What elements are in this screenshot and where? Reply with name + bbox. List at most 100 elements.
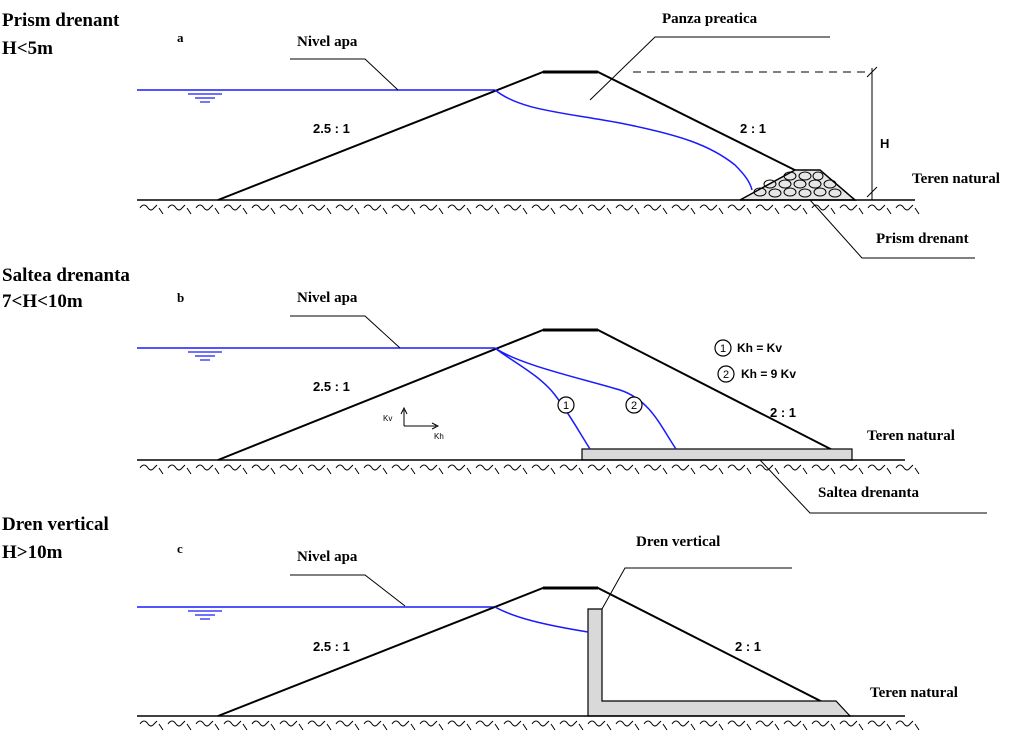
panel-c-drain-label: Dren vertical (636, 534, 720, 550)
ground-hatch-mark (195, 464, 220, 475)
ground-hatch-mark (167, 204, 192, 215)
panel-a-drain-label: Prism drenant (876, 231, 969, 247)
ground-hatch-mark (475, 720, 500, 731)
ground-hatch-mark (447, 464, 472, 475)
panel-b-curve-1-marker (557, 396, 575, 414)
ground-hatch-mark (671, 464, 696, 475)
ground-hatch-mark (391, 204, 416, 215)
ground-hatch-mark (559, 204, 584, 215)
panel-b-phreatic-line-1 (494, 347, 591, 450)
ground-hatch-mark (307, 464, 332, 475)
ground-hatch-mark (699, 464, 724, 475)
panel-c-ground-label: Teren natural (870, 685, 958, 701)
ground-hatch-mark (783, 464, 808, 475)
ground-hatch-mark (559, 720, 584, 731)
panel-b-ground-hatch (139, 464, 920, 475)
svg-text:2: 2 (723, 369, 729, 381)
panel-b-axis-kv: Kv (383, 414, 392, 423)
ground-hatch-mark (391, 464, 416, 475)
panel-a-slope-downstream: 2 : 1 (740, 121, 766, 136)
panel-b-slope-downstream: 2 : 1 (770, 405, 796, 420)
ground-hatch-mark (643, 720, 668, 731)
ground-hatch-mark (335, 204, 360, 215)
panel-b-height-range: 7<H<10m (2, 291, 83, 312)
panel-a-ground-label: Teren natural (912, 171, 1000, 187)
ground-hatch-mark (895, 204, 920, 215)
ground-hatch-mark (503, 720, 528, 731)
panel-b-water-leader (290, 315, 401, 349)
panel-b-legend: 1 Kh = Kv 2 Kh = 9 Kv (714, 339, 796, 383)
water-surface-icon (188, 351, 222, 361)
ground-hatch-mark (335, 464, 360, 475)
ground-hatch-mark (195, 720, 220, 731)
panel-a-phreatic-line (494, 89, 753, 191)
panel-a-drain-leader (809, 199, 975, 259)
ground-hatch-mark (167, 720, 192, 731)
panel-a: Prism drenant H<5m a Nivel apa (2, 10, 1000, 259)
panel-c-drain-leader (601, 567, 792, 610)
ground-hatch-mark (643, 204, 668, 215)
ground-hatch-mark (419, 464, 444, 475)
panel-a-water-label: Nivel apa (297, 34, 358, 50)
ground-hatch-mark (699, 204, 724, 215)
ground-hatch-mark (363, 720, 388, 731)
panel-c-ground-hatch (139, 720, 920, 731)
ground-hatch-mark (279, 204, 304, 215)
panel-b: Saltea drenanta 7<H<10m b Nivel apa 1 2 … (2, 265, 987, 514)
panel-c-heading: Dren vertical (2, 514, 109, 535)
panel-c-slope-upstream: 2.5 : 1 (313, 639, 350, 654)
ground-hatch-mark (503, 464, 528, 475)
legend-item-1: Kh = Kv (737, 341, 782, 355)
ground-hatch-mark (615, 720, 640, 731)
ground-hatch-mark (531, 204, 556, 215)
ground-hatch-mark (727, 464, 752, 475)
ground-hatch-mark (195, 204, 220, 215)
ground-hatch-mark (223, 720, 248, 731)
panel-c-letter: c (177, 541, 183, 556)
panel-a-letter: a (177, 30, 184, 45)
panel-a-height-label: H (880, 136, 889, 151)
panel-b-drain-blanket (581, 448, 853, 461)
ground-hatch-mark (615, 464, 640, 475)
ground-hatch-mark (251, 720, 276, 731)
panel-a-slope-upstream: 2.5 : 1 (313, 121, 350, 136)
ground-hatch-mark (755, 204, 780, 215)
water-surface-icon (188, 93, 222, 103)
panel-b-heading: Saltea drenanta (2, 265, 130, 286)
panel-b-drain-leader (759, 459, 987, 514)
svg-text:2: 2 (631, 400, 637, 412)
ground-hatch-mark (727, 204, 752, 215)
ground-hatch-mark (811, 720, 836, 731)
svg-text:1: 1 (563, 400, 569, 412)
panel-a-phreatic-label: Panza preatica (662, 11, 758, 27)
ground-hatch-mark (363, 464, 388, 475)
panel-b-ground-label: Teren natural (867, 428, 955, 444)
ground-hatch-mark (839, 720, 864, 731)
panel-b-axis-kh: Kh (434, 432, 444, 441)
ground-hatch-mark (251, 204, 276, 215)
ground-hatch-mark (867, 464, 892, 475)
ground-hatch-mark (167, 464, 192, 475)
panel-b-letter: b (177, 290, 184, 305)
panel-a-water-leader (290, 58, 399, 91)
ground-hatch-mark (447, 204, 472, 215)
panel-b-slope-upstream: 2.5 : 1 (313, 379, 350, 394)
svg-text:1: 1 (720, 343, 726, 355)
ground-hatch-mark (895, 464, 920, 475)
ground-hatch-mark (531, 720, 556, 731)
ground-hatch-mark (755, 464, 780, 475)
ground-hatch-mark (783, 720, 808, 731)
ground-hatch-mark (419, 720, 444, 731)
ground-hatch-mark (867, 204, 892, 215)
panel-a-ground-hatch (139, 204, 920, 215)
panel-a-phreatic-leader (589, 36, 830, 101)
panel-c-water-leader (290, 574, 406, 607)
panel-c-height-range: H>10m (2, 542, 63, 563)
ground-hatch-mark (363, 204, 388, 215)
ground-hatch-mark (755, 720, 780, 731)
ground-hatch-mark (531, 464, 556, 475)
ground-hatch-mark (587, 464, 612, 475)
ground-hatch-mark (503, 204, 528, 215)
panel-b-curve-2-marker (625, 396, 643, 414)
